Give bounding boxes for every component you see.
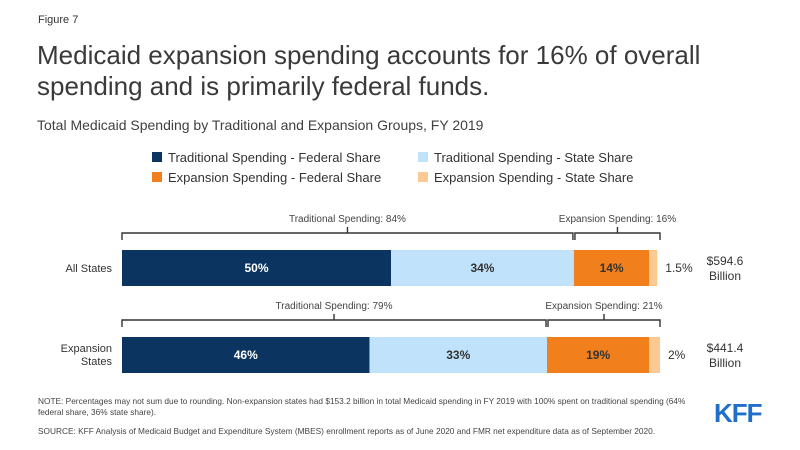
bar-segment bbox=[649, 250, 658, 286]
legend-item-exp-federal: Expansion Spending - Federal Share bbox=[152, 168, 381, 186]
data-label: 14% bbox=[600, 261, 624, 275]
data-label: 33% bbox=[446, 348, 470, 362]
bar-segment bbox=[649, 337, 660, 373]
legend-item-exp-state: Expansion Spending - State Share bbox=[418, 168, 633, 186]
bracket-label: Traditional Spending: 79% bbox=[276, 301, 393, 312]
kff-logo: KFF bbox=[714, 398, 763, 428]
bar-segment bbox=[369, 337, 548, 373]
bracket-label: Expansion Spending: 16% bbox=[559, 214, 676, 225]
category-label: All States bbox=[66, 263, 113, 275]
group-bracket bbox=[121, 227, 574, 240]
bar-segment bbox=[122, 337, 370, 373]
legend-swatch-trad-federal bbox=[152, 152, 162, 162]
total-unit: Billion bbox=[709, 356, 741, 370]
legend-swatch-trad-state bbox=[418, 152, 428, 162]
data-label: 46% bbox=[234, 348, 258, 362]
group-bracket bbox=[574, 227, 661, 240]
group-bracket bbox=[547, 314, 661, 327]
figure-label: Figure 7 bbox=[38, 14, 79, 26]
legend-swatch-exp-federal bbox=[152, 172, 162, 182]
legend-label-exp-state: Expansion Spending - State Share bbox=[434, 169, 634, 185]
bar-segment bbox=[122, 250, 391, 286]
chart-legend: Traditional Spending - Federal Share Tra… bbox=[0, 148, 800, 192]
bar-segment bbox=[391, 250, 574, 286]
legend-item-trad-federal: Traditional Spending - Federal Share bbox=[152, 148, 381, 166]
stacked-bar-chart: All States 50% 34% 14% 1.5% Traditional Spend… bbox=[61, 214, 744, 373]
data-label: 2% bbox=[668, 348, 686, 362]
chart-note: NOTE: Percentages may not sum due to rou… bbox=[38, 396, 686, 417]
group-bracket bbox=[121, 314, 547, 327]
data-label: 19% bbox=[586, 348, 610, 362]
legend-swatch-exp-state bbox=[418, 172, 428, 182]
legend-label-trad-state: Traditional Spending - State Share bbox=[434, 149, 633, 165]
data-label: 1.5% bbox=[665, 261, 693, 275]
total-amount: $441.4 bbox=[707, 341, 744, 355]
bracket-label: Traditional Spending: 84% bbox=[289, 214, 406, 225]
chart-source: SOURCE: KFF Analysis of Medicaid Budget … bbox=[38, 426, 656, 436]
legend-label-exp-federal: Expansion Spending - Federal Share bbox=[168, 169, 382, 185]
data-label: 34% bbox=[470, 261, 494, 275]
data-label: 50% bbox=[244, 261, 268, 275]
bar-segment bbox=[573, 250, 650, 286]
total-unit: Billion bbox=[709, 269, 741, 283]
total-amount: $594.6 bbox=[707, 254, 744, 268]
category-label: Expansion States bbox=[61, 343, 113, 368]
chart-subtitle: Total Medicaid Spending by Traditional a… bbox=[37, 117, 484, 133]
legend-label-trad-federal: Traditional Spending - Federal Share bbox=[168, 149, 381, 165]
chart-title: Medicaid expansion spending accounts for… bbox=[37, 40, 701, 101]
bar-segment bbox=[547, 337, 650, 373]
bracket-label: Expansion Spending: 21% bbox=[545, 301, 662, 312]
legend-item-trad-state: Traditional Spending - State Share bbox=[418, 148, 633, 166]
